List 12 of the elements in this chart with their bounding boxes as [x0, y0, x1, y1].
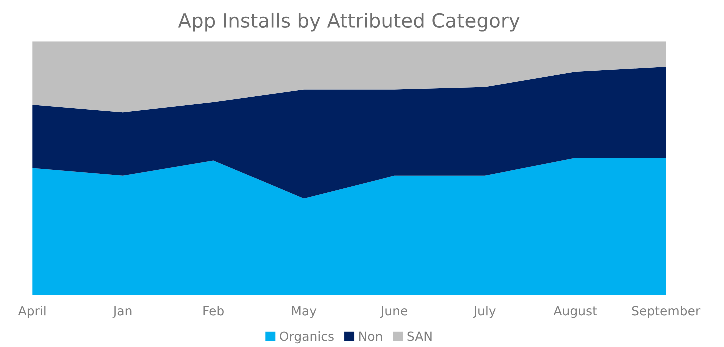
x-tick-label: June: [380, 306, 408, 318]
legend-label: Organics: [280, 332, 334, 344]
chart-title: App Installs by Attributed Category: [178, 12, 520, 32]
x-tick-label: Jan: [112, 306, 132, 318]
legend-label: Non: [360, 332, 382, 342]
x-tick-label: July: [473, 306, 496, 318]
x-tick-label: Feb: [204, 306, 224, 316]
x-tick-label: May: [292, 306, 317, 318]
legend-label: SAN: [408, 332, 432, 342]
x-tick-label: April: [18, 306, 46, 318]
x-tick-label: September: [632, 306, 701, 318]
x-tick-label: August: [554, 306, 598, 318]
